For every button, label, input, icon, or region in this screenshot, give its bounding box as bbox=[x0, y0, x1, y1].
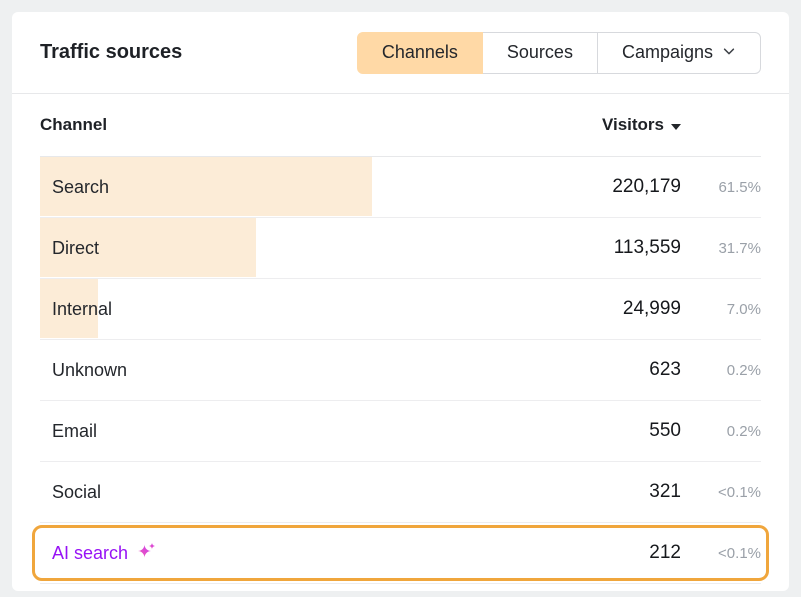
visitors-value: 212 bbox=[649, 542, 681, 563]
traffic-sources-panel: Traffic sources Channels Sources Campaig… bbox=[12, 12, 789, 591]
channel-name: Email bbox=[52, 420, 98, 441]
visitors-value: 24,999 bbox=[622, 298, 681, 319]
tab-campaigns-label: Campaigns bbox=[621, 42, 713, 62]
column-header-channel: Channel bbox=[40, 115, 108, 134]
visitors-share: 31.7% bbox=[718, 239, 761, 257]
visitors-value: 550 bbox=[649, 420, 681, 441]
channel-name: Internal bbox=[52, 298, 113, 319]
channels-table: Channel Visitors Search 220,179 61.5% Di… bbox=[32, 94, 769, 584]
view-switcher: Channels Sources Campaigns bbox=[356, 31, 761, 74]
channel-share-bar bbox=[40, 157, 372, 216]
visitors-value: 220,179 bbox=[612, 176, 681, 197]
tab-channels[interactable]: Channels bbox=[356, 31, 483, 74]
channel-name: Unknown bbox=[52, 359, 128, 380]
tab-sources[interactable]: Sources bbox=[481, 31, 598, 74]
sparkles-icon bbox=[137, 541, 157, 566]
visitors-value: 321 bbox=[649, 481, 681, 502]
table-header-row: Channel Visitors bbox=[40, 94, 761, 157]
channel-name: Search bbox=[52, 176, 110, 197]
column-header-visitors-label: Visitors bbox=[601, 115, 664, 134]
tab-campaigns[interactable]: Campaigns bbox=[596, 31, 761, 74]
table-row-unknown[interactable]: Unknown 623 0.2% bbox=[40, 340, 761, 401]
chevron-down-icon bbox=[722, 42, 736, 63]
channel-name: Social bbox=[52, 481, 102, 502]
column-header-visitors[interactable]: Visitors bbox=[602, 115, 681, 135]
panel-title: Traffic sources bbox=[40, 41, 183, 63]
visitors-share: 7.0% bbox=[726, 300, 761, 318]
visitors-share: <0.1% bbox=[718, 483, 761, 501]
panel-header: Traffic sources Channels Sources Campaig… bbox=[12, 12, 789, 94]
table-row-search[interactable]: Search 220,179 61.5% bbox=[40, 157, 761, 218]
sort-desc-icon bbox=[671, 123, 681, 130]
table-row-social[interactable]: Social 321 <0.1% bbox=[40, 462, 761, 523]
table-row-email[interactable]: Email 550 0.2% bbox=[40, 401, 761, 462]
channel-name: Direct bbox=[52, 237, 100, 258]
visitors-share: <0.1% bbox=[718, 544, 761, 562]
channel-name: AI search bbox=[40, 540, 649, 566]
visitors-value: 623 bbox=[649, 359, 681, 380]
visitors-share: 0.2% bbox=[726, 361, 761, 379]
tab-sources-label: Sources bbox=[506, 42, 573, 62]
visitors-value: 113,559 bbox=[613, 237, 681, 258]
channel-share-bar bbox=[40, 279, 98, 338]
channel-share-bar bbox=[40, 218, 257, 277]
tab-channels-label: Channels bbox=[381, 42, 458, 62]
ai-search-label: AI search bbox=[52, 542, 129, 563]
table-row-internal[interactable]: Internal 24,999 7.0% bbox=[40, 279, 761, 340]
table-row-direct[interactable]: Direct 113,559 31.7% bbox=[40, 218, 761, 279]
table-row-ai-search[interactable]: AI search 212 <0.1% bbox=[32, 523, 769, 584]
visitors-share: 0.2% bbox=[726, 422, 761, 440]
visitors-share: 61.5% bbox=[718, 178, 761, 196]
